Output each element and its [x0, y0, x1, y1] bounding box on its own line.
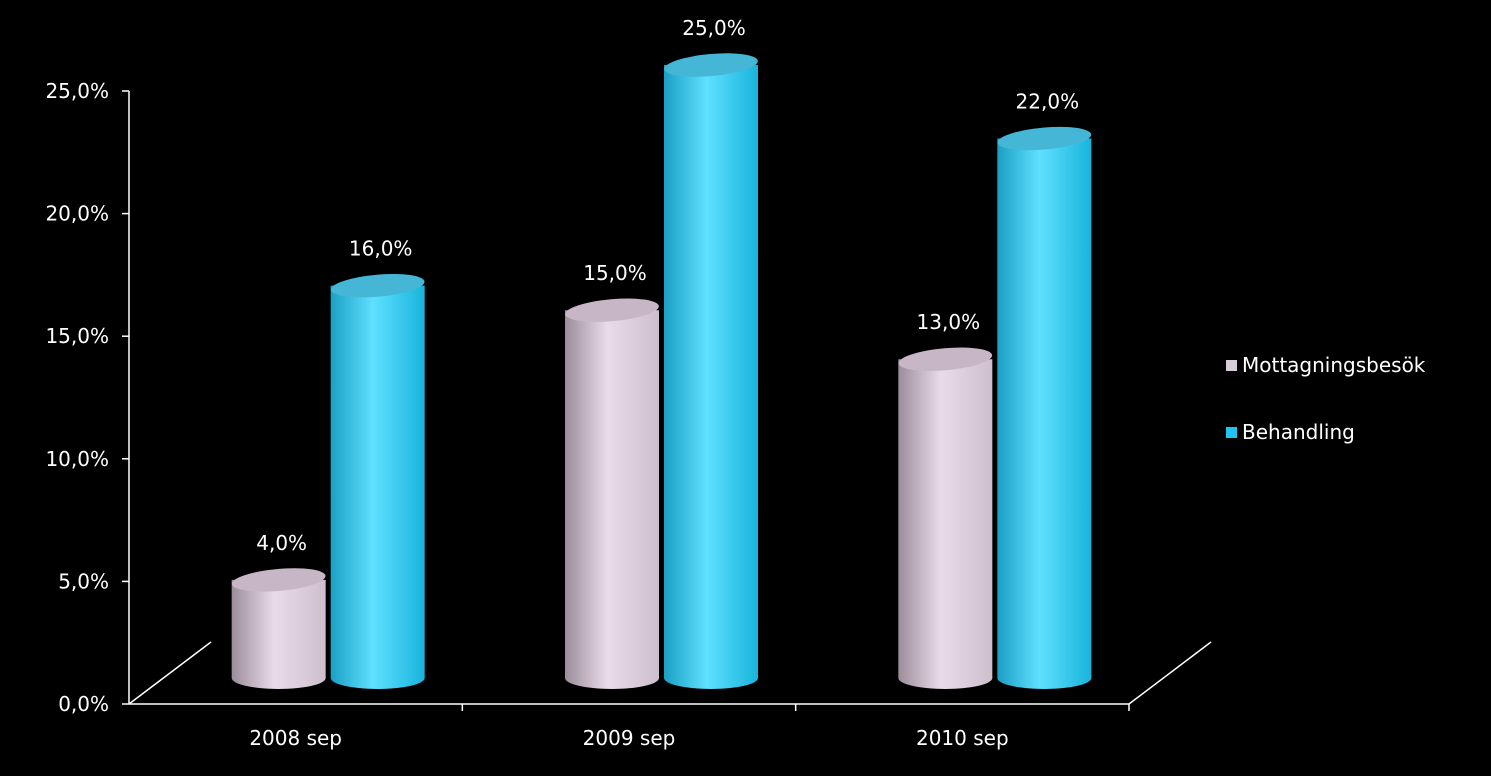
bars-layer	[231, 53, 1092, 689]
y-tick-label: 20,0%	[45, 202, 109, 226]
x-tick-label: 2010 sep	[916, 726, 1009, 750]
data-label: 15,0%	[583, 261, 647, 285]
y-tick-label: 15,0%	[45, 324, 109, 348]
bar-top	[565, 298, 659, 322]
y-tick-label: 5,0%	[58, 569, 109, 593]
bar-body	[231, 579, 326, 689]
legend: Mottagningsbesök Behandling	[1226, 350, 1425, 484]
legend-item-mottagningsbesok: Mottagningsbesök	[1226, 350, 1425, 380]
y-tick-label: 25,0%	[45, 79, 109, 103]
floor-right-edge	[1128, 641, 1212, 705]
bar-body	[664, 65, 758, 689]
bar-body	[898, 359, 993, 689]
legend-item-behandling: Behandling	[1226, 417, 1425, 447]
data-label: 16,0%	[349, 237, 413, 261]
bar-body	[330, 285, 425, 689]
data-label: 13,0%	[917, 310, 981, 334]
axis-layer: 0,0% 5,0% 10,0% 15,0% 20,0% 25,0% 2008 sep 2009…	[45, 79, 1212, 750]
legend-label-mottagningsbesok: Mottagningsbesök	[1242, 353, 1426, 377]
data-label: 4,0%	[256, 531, 307, 555]
bar-top	[330, 273, 425, 298]
labels-layer: 4,0% 16,0% 15,0% 25,0% 13,0% 22,0%	[256, 16, 1079, 555]
bar	[231, 568, 326, 689]
bar-body	[565, 310, 659, 689]
bar-top	[898, 347, 993, 371]
bar	[997, 126, 1092, 689]
data-label: 22,0%	[1016, 90, 1080, 114]
bar	[664, 53, 758, 689]
legend-swatch-behandling	[1226, 426, 1237, 438]
floor-left-edge	[128, 641, 212, 705]
y-tick-label: 0,0%	[58, 692, 109, 716]
bar	[565, 298, 659, 689]
bar-top	[997, 126, 1092, 151]
y-tick-label: 10,0%	[45, 447, 109, 471]
bar-top	[664, 53, 758, 77]
x-tick-label: 2009 sep	[583, 726, 676, 750]
bar	[898, 347, 993, 689]
legend-swatch-mottagningsbesok	[1226, 359, 1237, 371]
data-label: 25,0%	[682, 16, 746, 40]
legend-label-behandling: Behandling	[1242, 420, 1355, 444]
x-tick-label: 2008 sep	[249, 726, 342, 750]
bar	[330, 273, 425, 689]
bar-top	[231, 568, 326, 592]
bar-body	[997, 138, 1092, 689]
